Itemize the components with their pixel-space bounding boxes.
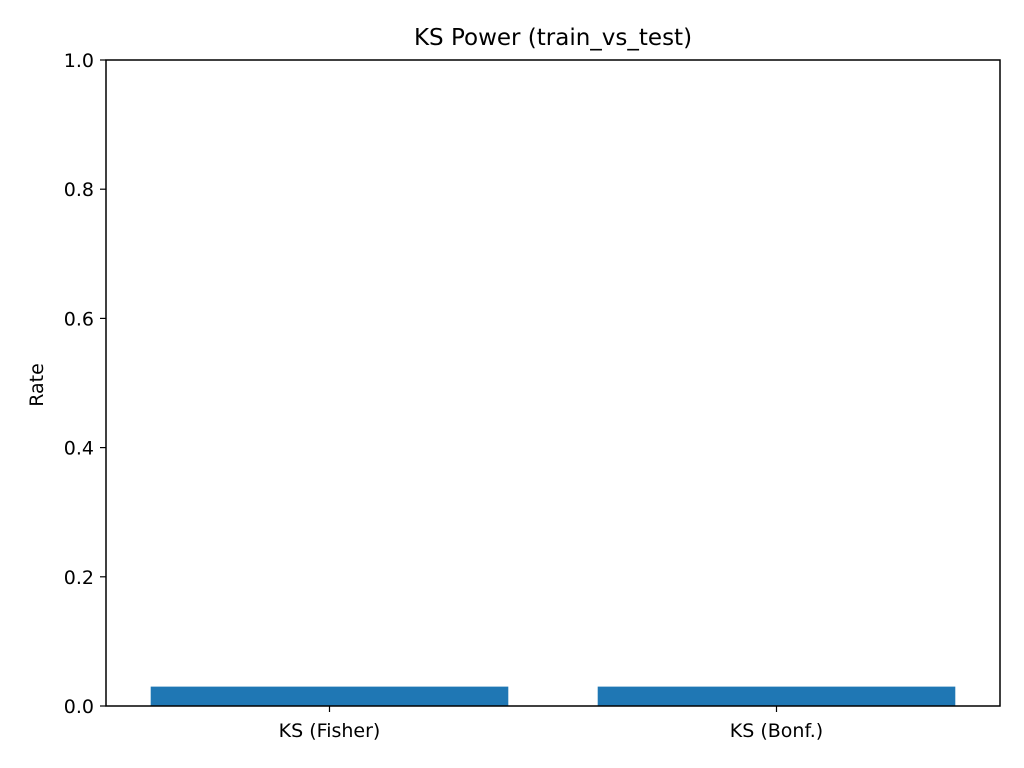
x-tick-label: KS (Bonf.) (730, 720, 823, 742)
bar-0 (150, 686, 509, 706)
chart-title: KS Power (train_vs_test) (414, 25, 692, 51)
y-tick-label: 0.8 (64, 179, 94, 201)
axes-frame (105, 59, 1001, 707)
y-tick-label: 0.2 (64, 567, 94, 589)
y-tick-label: 0.0 (64, 696, 94, 718)
bar-1 (597, 686, 956, 706)
y-axis-title: Rate (26, 363, 48, 407)
y-tick-label: 0.6 (64, 308, 94, 330)
y-tick-label: 1.0 (64, 50, 94, 72)
y-tick-label: 0.4 (64, 438, 94, 460)
plot-area: 0.0 0.2 0.4 0.6 0.8 1.0 KS (Fisher) KS (Bonf.) (64, 50, 1001, 742)
x-tick-label: KS (Fisher) (279, 720, 381, 742)
